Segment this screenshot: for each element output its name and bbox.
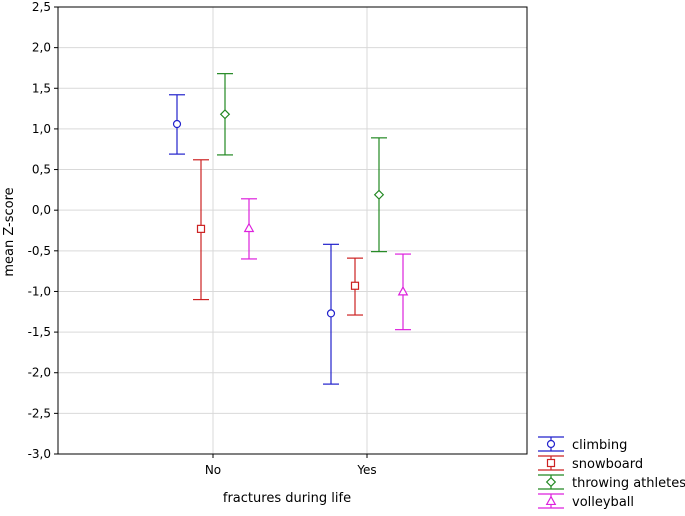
y-axis-title: mean Z-score <box>2 187 17 276</box>
series-layer <box>169 73 411 385</box>
mean-point-diamond <box>373 189 385 200</box>
series-snowboard <box>193 159 363 316</box>
y-tick-label: 0,0 <box>32 203 51 217</box>
x-tick-label: No <box>205 463 221 477</box>
legend-marker-circle <box>546 439 556 449</box>
mean-point-circle <box>326 309 336 318</box>
legend-label: volleyball <box>572 495 634 510</box>
y-axis: -3,0 -2,5 -2,0 -1,5 -1,0 -0,5 0,0 0,5 1,0 1,5 2,0 2… <box>28 0 58 461</box>
series-volleyball <box>241 198 411 331</box>
y-tick-label: 2,0 <box>32 41 51 55</box>
legend-item: climbing <box>538 436 627 453</box>
legend-marker-square <box>546 458 556 468</box>
y-tick-label: 2,5 <box>32 0 51 14</box>
x-tick-label: Yes <box>356 463 376 477</box>
legend: climbing snowboard throwing athletes volley… <box>538 436 685 510</box>
y-tick-label: 1,0 <box>32 122 51 136</box>
legend-item: snowboard <box>538 455 643 472</box>
y-tick-label: -2,5 <box>28 406 51 420</box>
legend-label: snowboard <box>572 457 643 472</box>
legend-label: climbing <box>572 438 627 453</box>
mean-point-circle <box>172 119 182 129</box>
gridlines <box>58 6 527 455</box>
mean-point-diamond <box>219 109 231 120</box>
x-axis-title: fractures during life <box>223 491 351 506</box>
mean-point-square <box>350 281 360 290</box>
legend-label: throwing athletes <box>572 476 685 491</box>
legend-item: volleyball <box>538 493 634 510</box>
mean-point-triangle <box>397 285 409 296</box>
y-tick-label: -2,0 <box>28 366 51 380</box>
legend-marker-diamond <box>545 476 557 488</box>
y-tick-label: -3,0 <box>28 447 51 461</box>
series-climbing <box>169 94 339 385</box>
y-tick-label: -0,5 <box>28 244 51 258</box>
y-tick-label: -1,5 <box>28 325 51 339</box>
legend-marker-triangle <box>545 495 557 506</box>
mean-point-square <box>196 224 206 233</box>
plot-frame <box>57 6 528 455</box>
y-tick-label: 1,5 <box>32 81 51 95</box>
legend-item: throwing athletes <box>538 474 685 491</box>
mean-point-triangle <box>243 222 255 233</box>
series-throwing-athletes <box>217 73 387 253</box>
x-axis: No Yes <box>205 454 377 477</box>
y-tick-label: 0,5 <box>32 163 51 177</box>
y-tick-label: -1,0 <box>28 284 51 298</box>
